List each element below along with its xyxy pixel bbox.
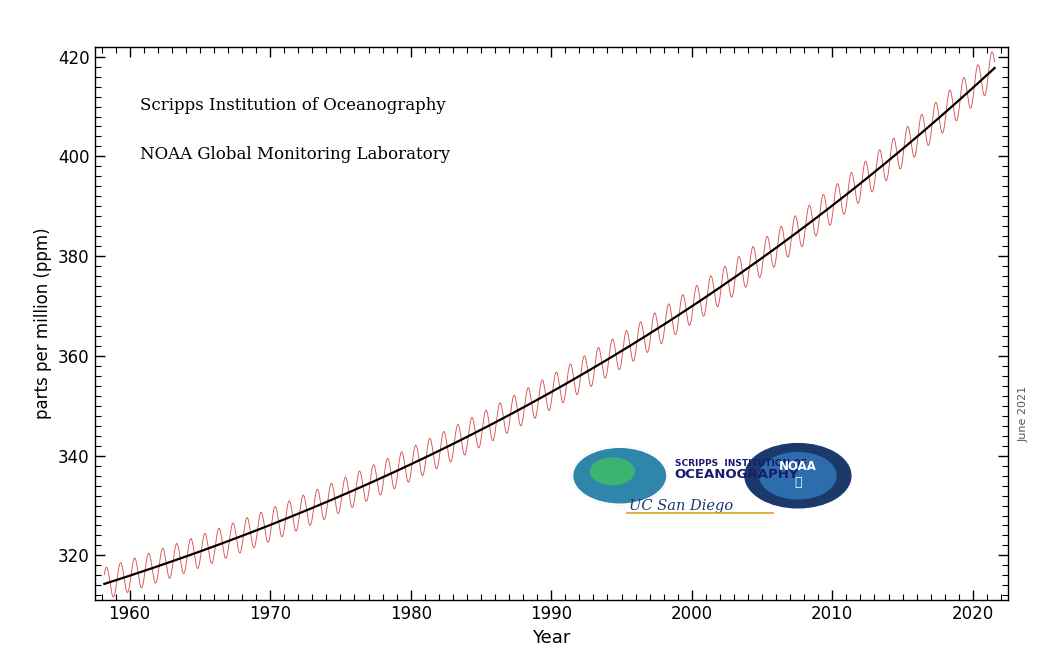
X-axis label: Year: Year (532, 629, 570, 647)
Text: OCEANOGRAPHY: OCEANOGRAPHY (674, 468, 799, 481)
Text: SCRIPPS  INSTITUTION OF: SCRIPPS INSTITUTION OF (674, 459, 806, 468)
Circle shape (590, 458, 634, 485)
Text: UC San Diego: UC San Diego (629, 499, 733, 513)
Circle shape (572, 447, 667, 504)
Text: NOAA Global Monitoring Laboratory: NOAA Global Monitoring Laboratory (141, 146, 450, 163)
Text: NOAA: NOAA (779, 460, 817, 474)
Y-axis label: parts per million (ppm): parts per million (ppm) (35, 227, 52, 420)
Text: Scripps Institution of Oceanography: Scripps Institution of Oceanography (141, 97, 446, 113)
Circle shape (760, 453, 836, 499)
Circle shape (744, 444, 850, 508)
Text: 〜: 〜 (794, 476, 801, 489)
Text: June 2021: June 2021 (1018, 386, 1029, 442)
